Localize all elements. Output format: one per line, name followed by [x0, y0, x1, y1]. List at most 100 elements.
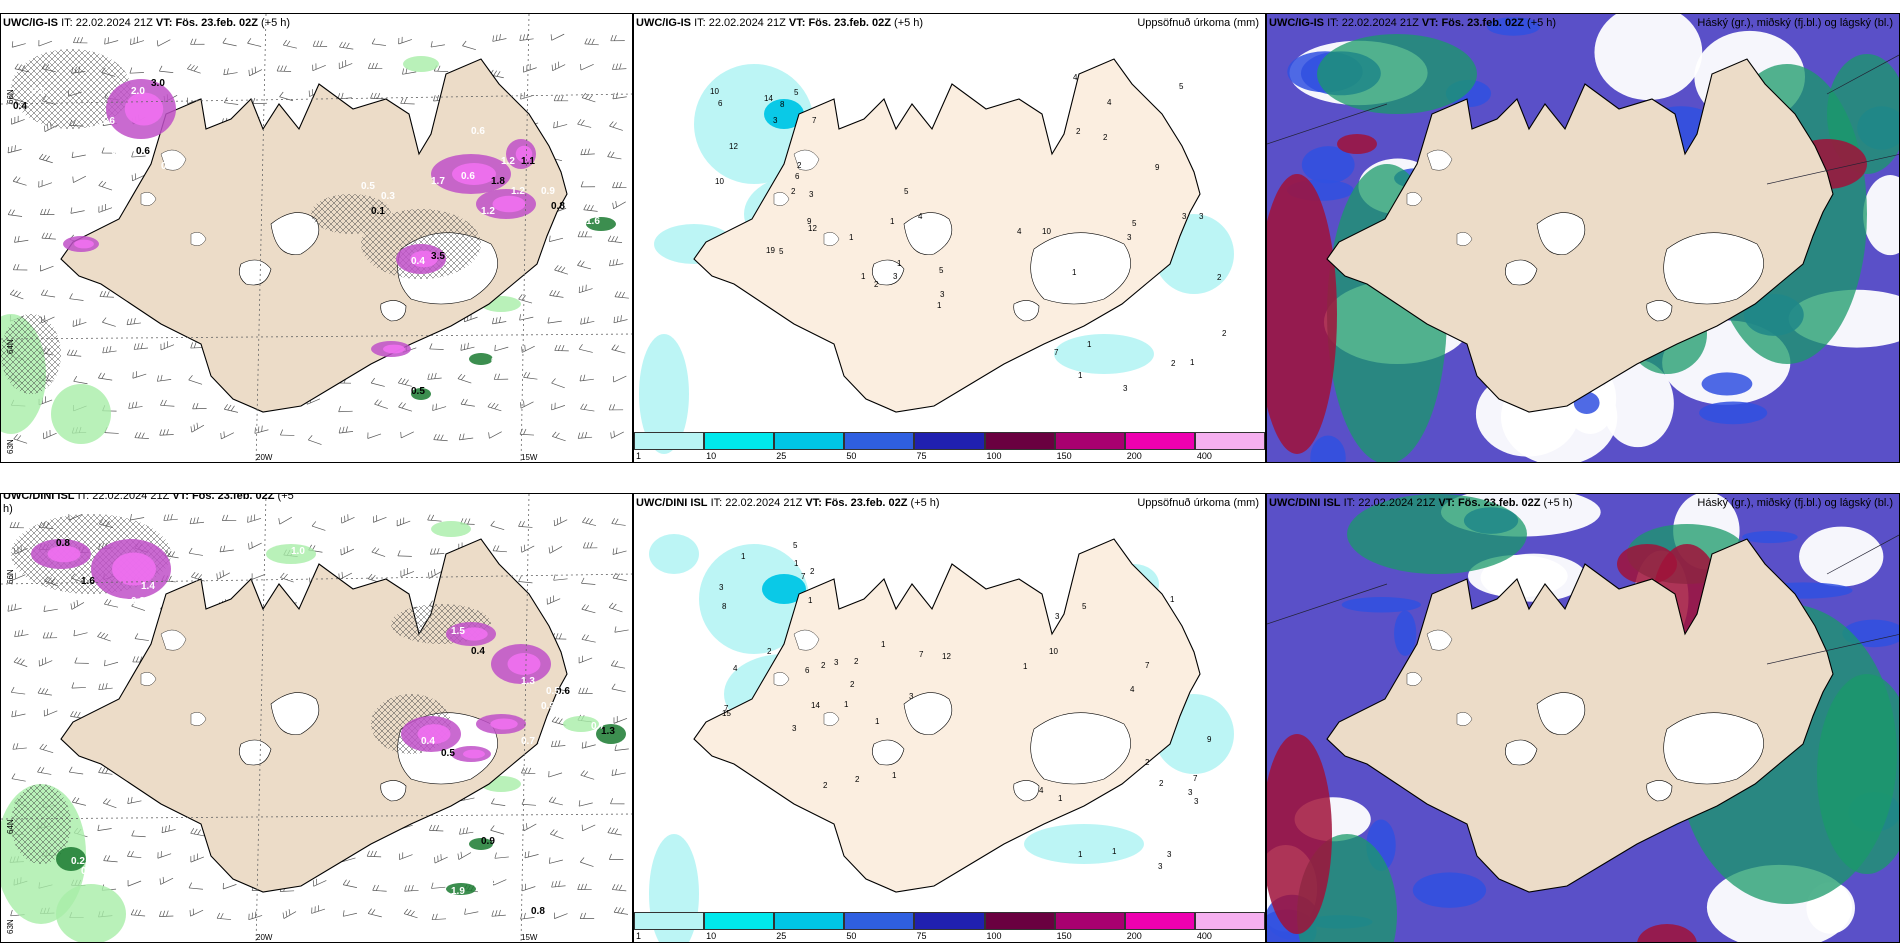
wind-barb — [460, 398, 475, 407]
wind-barb — [492, 545, 507, 553]
mixed-precip-hatch — [11, 49, 131, 129]
meridian-line — [255, 494, 267, 942]
thick-cloud-area — [1267, 174, 1337, 454]
glacier-outline — [1030, 232, 1131, 305]
wind-barb — [579, 912, 595, 919]
colorbar-tick-label: 100 — [986, 931, 1002, 941]
wind-barb — [462, 40, 476, 51]
wind-barb — [580, 63, 594, 71]
wind-barb — [104, 37, 119, 45]
precip-value-label: 3 — [1182, 212, 1187, 221]
precip-value-label: 2 — [850, 680, 855, 689]
wind-barb — [39, 153, 53, 164]
wind-barb — [552, 431, 566, 442]
low-cloud-area — [1394, 610, 1417, 656]
wind-barb — [248, 541, 262, 550]
precip-value-label: 3 — [940, 290, 945, 299]
snow-area-core — [383, 344, 405, 354]
wind-barb — [551, 880, 566, 888]
wind-barb — [133, 342, 149, 350]
precip-value-label: 1 — [1087, 340, 1092, 349]
lake-outline — [140, 672, 157, 686]
snow-value-label: 0.9 — [481, 836, 495, 847]
wind-barb — [70, 710, 85, 719]
wind-barb — [7, 209, 23, 217]
precip-colorbar: 1 10 25 50 75 100 150 200 400 — [634, 432, 1265, 462]
wind-barb — [431, 913, 447, 921]
colorbar-swatch — [1194, 432, 1265, 450]
precip-value-label: 2 — [854, 657, 859, 666]
wind-barb — [163, 513, 178, 521]
heavy-precip-area — [469, 353, 493, 365]
wind-barb — [554, 265, 569, 275]
wind-barb — [13, 264, 28, 271]
wind-barb — [12, 743, 27, 750]
wind-barb — [614, 744, 629, 751]
precip-value-label: 7 — [801, 572, 806, 581]
wind-barb — [130, 514, 145, 521]
wind-barb — [581, 634, 596, 643]
parallel-line — [1, 333, 632, 340]
precip-value-label: 2 — [767, 647, 772, 656]
glacier-outline — [1646, 780, 1673, 802]
wind-barb — [338, 571, 353, 580]
wind-barb — [127, 880, 142, 887]
precip-value-label: 1 — [937, 301, 942, 310]
clear-sky-area — [1863, 175, 1899, 256]
wind-barb — [581, 92, 596, 103]
mixed-precip-hatch — [311, 194, 391, 234]
wind-barb — [611, 344, 626, 354]
lat-label-64n: 64N — [6, 339, 15, 354]
snow-value-label: 0.7 — [591, 721, 605, 732]
colorbar-swatch — [844, 432, 915, 450]
wind-barb — [338, 426, 354, 434]
wind-barb — [492, 316, 507, 325]
wind-barb — [521, 344, 535, 353]
wind-barb — [14, 235, 29, 243]
panel-title: UWC/IG-IS IT: 22.02.2024 21Z VT: Fös. 23… — [3, 17, 291, 29]
wind-barb — [614, 626, 629, 633]
wind-barb — [126, 317, 141, 326]
wind-barb — [41, 232, 56, 240]
wind-barb — [607, 827, 622, 836]
precip-value-label: 4 — [1107, 98, 1112, 107]
precip-value-label: 2 — [874, 280, 879, 289]
wind-barb — [427, 569, 442, 579]
wind-barb — [612, 92, 627, 100]
wind-barb — [98, 682, 113, 691]
wind-barb — [551, 378, 565, 389]
colorbar-tick-label: 25 — [776, 931, 787, 941]
wind-barb — [580, 181, 596, 188]
wind-barb — [551, 61, 566, 72]
precip-area-light — [1024, 824, 1144, 864]
snow-area-core — [74, 239, 94, 249]
snow-value-label: 3.0 — [151, 78, 165, 89]
precip-value-label: 10 — [1049, 647, 1058, 656]
wind-barb — [581, 741, 596, 749]
colorbar-swatch — [984, 432, 1055, 450]
wind-barb — [584, 38, 599, 46]
wind-barb — [427, 372, 442, 380]
wind-barb — [97, 631, 111, 642]
wind-barb — [577, 119, 592, 128]
wind-barb — [37, 766, 52, 775]
wind-barb — [609, 121, 623, 131]
wind-barb — [101, 147, 116, 154]
wind-barb — [553, 95, 569, 102]
wind-barb — [42, 632, 58, 639]
wind-barb — [187, 63, 201, 74]
wind-barb — [99, 290, 114, 298]
precip-value-label: 6 — [795, 172, 800, 181]
wind-barb — [71, 151, 86, 158]
thick-cloud-area — [1617, 544, 1677, 584]
precip-value-label: 1 — [808, 596, 813, 605]
panel-variable-label: Háský (gr.), miðský (fj.bl.) og lágský (… — [1697, 17, 1893, 29]
wind-barb — [523, 371, 538, 380]
snow-area-core — [460, 627, 488, 641]
wind-barb — [460, 342, 475, 351]
wind-barb — [490, 825, 505, 835]
wind-barb — [548, 796, 563, 806]
precip-value-label: 3 — [719, 583, 724, 592]
wind-barb — [607, 235, 623, 243]
snow-value-label: 0.6 — [81, 866, 95, 877]
